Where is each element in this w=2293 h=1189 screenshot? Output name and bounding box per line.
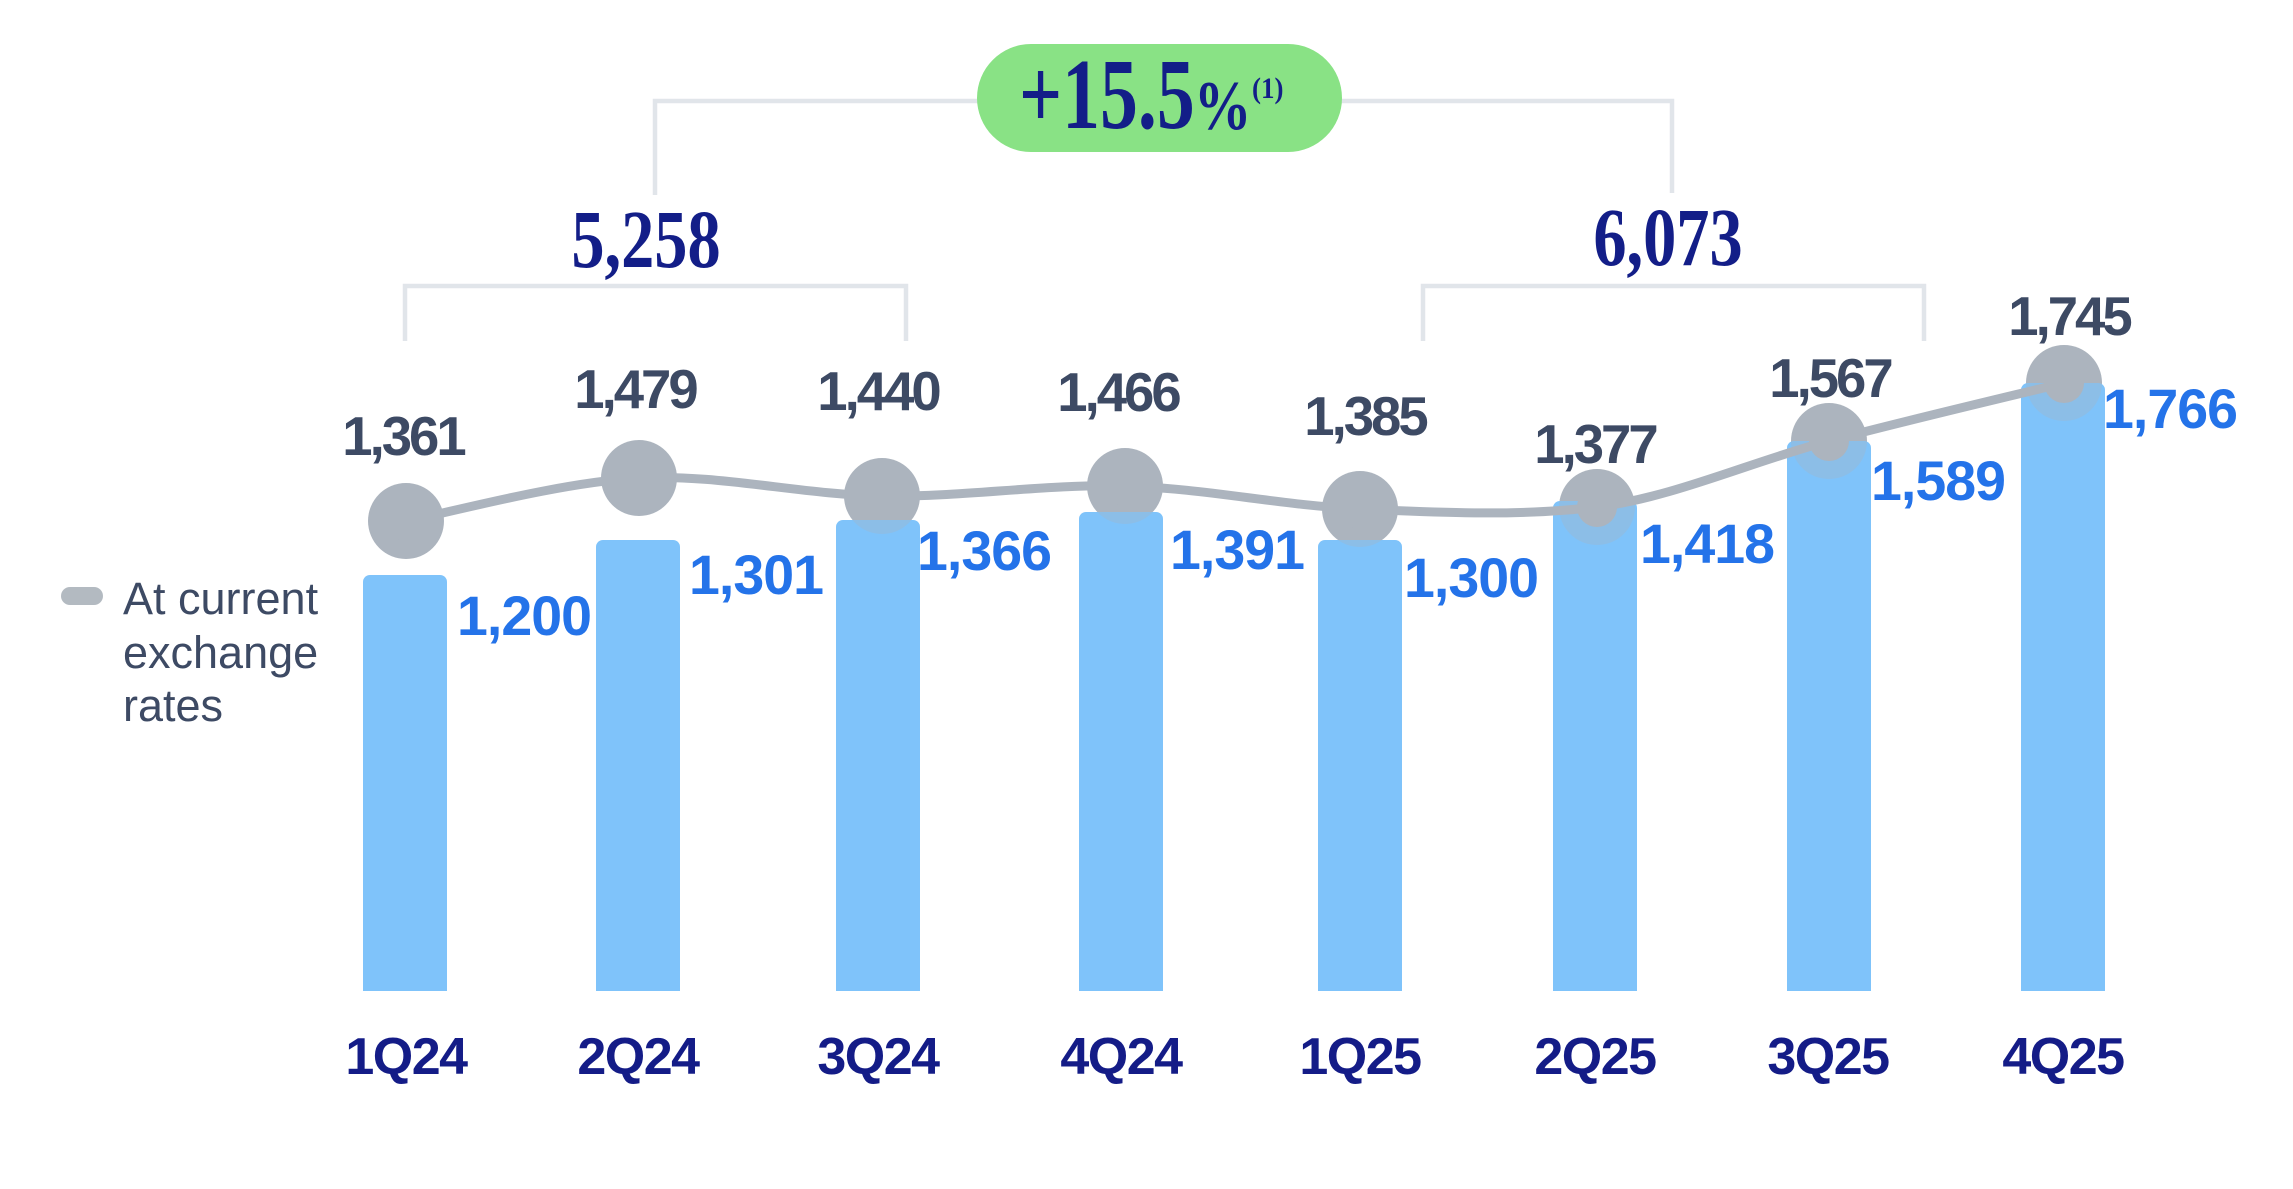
svg-text:1Q25: 1Q25 <box>1299 1028 1421 1086</box>
svg-text:2Q24: 2Q24 <box>577 1028 700 1086</box>
svg-text:1,366: 1,366 <box>917 520 1051 582</box>
svg-text:1Q24: 1Q24 <box>345 1028 468 1086</box>
svg-text:1,418: 1,418 <box>1640 513 1774 575</box>
svg-text:1,745: 1,745 <box>2008 286 2131 347</box>
svg-text:+15.5: +15.5 <box>1019 39 1195 151</box>
svg-text:1,567: 1,567 <box>1769 348 1891 409</box>
svg-text:6,073: 6,073 <box>1593 192 1742 284</box>
svg-text:1,766: 1,766 <box>2103 378 2237 440</box>
svg-text:At current: At current <box>123 573 319 624</box>
svg-text:1,200: 1,200 <box>457 585 591 647</box>
svg-text:(1): (1) <box>1252 73 1283 106</box>
svg-text:2Q25: 2Q25 <box>1534 1028 1656 1086</box>
svg-text:3Q25: 3Q25 <box>1767 1028 1889 1086</box>
svg-text:4Q25: 4Q25 <box>2002 1028 2124 1086</box>
svg-text:5,258: 5,258 <box>571 194 720 286</box>
svg-text:1,385: 1,385 <box>1304 386 1427 447</box>
svg-text:1,466: 1,466 <box>1057 362 1180 423</box>
svg-text:1,440: 1,440 <box>817 361 940 422</box>
svg-text:1,300: 1,300 <box>1404 547 1538 609</box>
svg-text:3Q24: 3Q24 <box>817 1028 940 1086</box>
svg-text:%: % <box>1194 67 1251 145</box>
svg-text:1,301: 1,301 <box>689 544 823 606</box>
svg-text:1,361: 1,361 <box>342 406 465 467</box>
svg-text:rates: rates <box>123 680 223 731</box>
svg-text:1,377: 1,377 <box>1534 414 1656 475</box>
svg-text:exchange: exchange <box>123 627 318 678</box>
svg-text:1,479: 1,479 <box>574 359 697 420</box>
svg-text:1,391: 1,391 <box>1170 519 1304 581</box>
svg-text:1,589: 1,589 <box>1871 450 2005 512</box>
svg-text:4Q24: 4Q24 <box>1060 1028 1183 1086</box>
